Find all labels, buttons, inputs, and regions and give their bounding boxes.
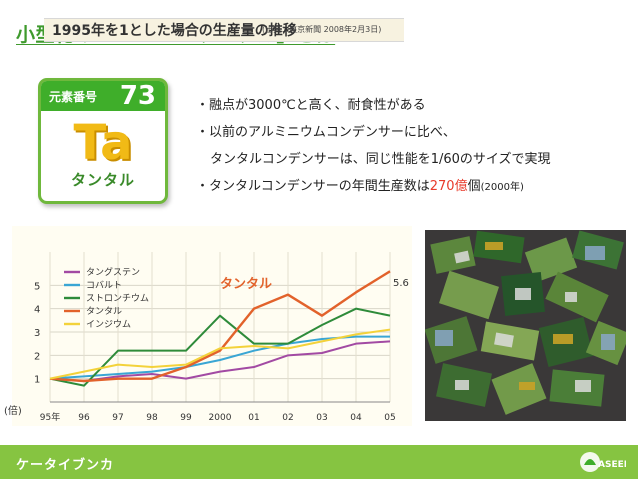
x-tick-label: 2000	[209, 413, 232, 423]
y-tick-label: 1	[34, 375, 40, 386]
chart-panel	[12, 226, 412, 426]
bullet-production-year: (2000年)	[480, 182, 524, 193]
legend-label: タングステン	[86, 266, 140, 278]
chart-source: (出典：東京新聞 2008年2月3日)	[262, 25, 382, 34]
footer-bar: ケータイブンカ ASEED	[0, 445, 638, 479]
bullet-production-value: 270億	[429, 179, 468, 194]
aseed-logo-text: ASEED	[598, 460, 626, 470]
element-tile: 元素番号 73 Ta タンタル	[38, 78, 168, 204]
element-number: 73	[119, 81, 156, 111]
x-tick-label: 05	[384, 413, 395, 423]
tantalum-end-value: 5.6	[393, 278, 409, 289]
series-line-タングステン	[49, 340, 391, 382]
y-tick-label: 2	[34, 351, 40, 362]
footer-brand: ケータイブンカ	[16, 458, 115, 473]
element-number-label: 元素番号	[49, 90, 98, 104]
x-tick-label: 96	[78, 413, 90, 423]
series-line-ストロンチウム	[49, 307, 391, 387]
tantalum-annotation: タンタル	[220, 277, 272, 292]
bullet-production: ・タンタルコンデンサーの年間生産数は270億個(2000年)	[196, 173, 551, 201]
circuit-boards-image	[425, 230, 626, 421]
y-tick-label: 5	[34, 281, 40, 292]
bullet-production-text: ・タンタルコンデンサーの年間生産数は	[196, 179, 430, 194]
element-tile-header: 元素番号 73	[41, 81, 165, 111]
bullet-production-unit: 個	[467, 179, 481, 194]
bullet-list: ・融点が3000℃と高く、耐食性がある ・以前のアルミニウムコンデンサーに比べ、…	[196, 92, 551, 201]
series-line-インジウム	[49, 328, 391, 380]
chart-title-bar	[44, 18, 404, 42]
bullet-comparison: ・以前のアルミニウムコンデンサーに比べ、	[196, 125, 456, 140]
circuit-board-photo	[425, 230, 626, 421]
x-tick-label: 99	[180, 413, 192, 423]
y-axis-unit: (倍)	[4, 406, 22, 417]
x-tick-label: 01	[248, 413, 259, 423]
element-name: タンタル	[70, 171, 135, 189]
legend-label: インジウム	[86, 319, 131, 330]
element-symbol: Ta	[73, 115, 133, 171]
legend-label: タンタル	[86, 306, 122, 317]
bullet-comparison-cont: タンタルコンデンサーは、同じ性能を1/60のサイズで実現	[210, 152, 551, 167]
x-tick-label: 04	[350, 413, 362, 423]
legend-label: ストロンチウム	[86, 293, 149, 304]
chart-title: 1995年を1とした場合の生産量の推移	[52, 23, 297, 39]
bullet-melting-point: ・融点が3000℃と高く、耐食性がある	[196, 98, 426, 113]
x-tick-label: 02	[282, 413, 293, 423]
legend-label: コバルト	[86, 280, 122, 291]
series-line-タンタル	[49, 270, 391, 383]
x-tick-label: 03	[316, 413, 327, 423]
x-tick-label: 98	[146, 413, 158, 423]
y-tick-label: 4	[34, 305, 40, 316]
x-tick-label: 97	[112, 413, 123, 423]
y-tick-label: 3	[34, 328, 40, 339]
aseed-logo: ASEED	[580, 452, 626, 472]
x-tick-label: 95年	[40, 411, 60, 423]
